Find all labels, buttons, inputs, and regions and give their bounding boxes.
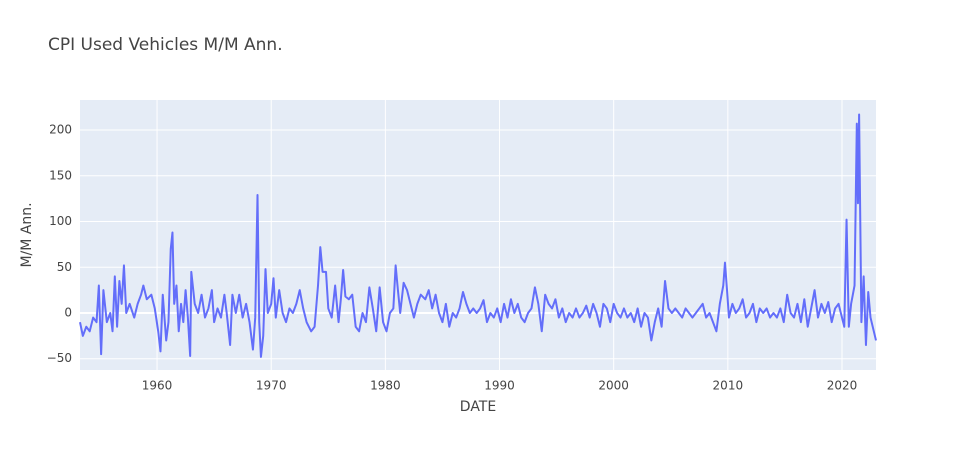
y-tick-label: 200 bbox=[49, 123, 72, 137]
y-tick-label: −50 bbox=[47, 351, 72, 365]
x-tick-label: 1980 bbox=[370, 379, 401, 393]
x-tick-label: 2000 bbox=[598, 379, 629, 393]
marks bbox=[79, 113, 877, 358]
y-tick-label: 0 bbox=[64, 305, 72, 319]
x-tick-label: 1960 bbox=[142, 379, 173, 393]
x-axis-label: DATE bbox=[460, 399, 496, 415]
y-tick-label: 50 bbox=[57, 260, 72, 274]
x-tick-label: 2020 bbox=[827, 379, 858, 393]
y-tick-label: 100 bbox=[49, 214, 72, 228]
data-line bbox=[79, 113, 877, 358]
chart-title: CPI Used Vehicles M/M Ann. bbox=[48, 35, 283, 55]
x-tick-label: 2010 bbox=[713, 379, 744, 393]
x-tick-label: 1990 bbox=[484, 379, 515, 393]
y-tick-label: 150 bbox=[49, 168, 72, 182]
x-tick-label: 1970 bbox=[256, 379, 287, 393]
plot-area bbox=[80, 100, 876, 370]
y-axis-label: M/M Ann. bbox=[19, 202, 35, 267]
